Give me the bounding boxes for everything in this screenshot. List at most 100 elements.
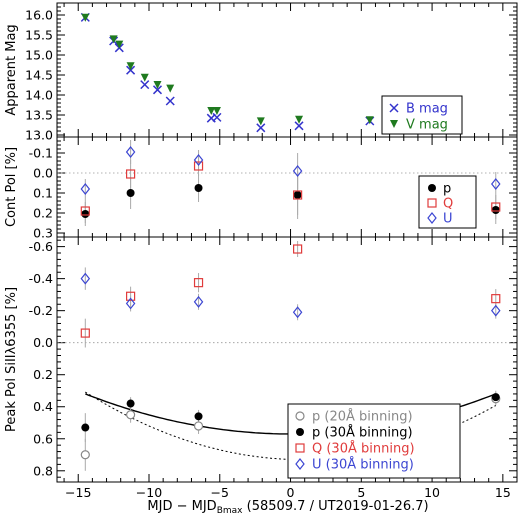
cont-series-1-point [193, 161, 204, 171]
peak-legend-marker [295, 411, 305, 421]
peak-dotted-fit-curve [85, 391, 497, 461]
mag-series-1-point [109, 35, 118, 44]
peak-series-3-point [80, 272, 91, 285]
x-axis-title: MJD − MJDBmax (58509.7 / UT2019-01-26.7) [147, 499, 428, 516]
mag-y-tick-label: 14.0 [25, 88, 53, 103]
x-axis-tick-labels: −15 −10 −5 0 5 10 15 [65, 485, 511, 500]
mag-series-0-point-stroke-b [206, 113, 216, 123]
mag-series-0-point [256, 123, 266, 133]
peak-series-1-point [126, 399, 135, 408]
mag-legend-marker [390, 120, 398, 128]
peak-y-tick-label: 0.2 [33, 367, 53, 382]
cont-series-1-point [80, 206, 90, 216]
cont-legend-marker [428, 184, 436, 192]
mag-series-0-point-stroke-b [294, 121, 304, 131]
cont-series-2-point [125, 146, 136, 158]
peak-legend: p (20Å binning)p (30Å binning)Q (30Å bin… [287, 403, 461, 479]
cont-series-1-point [491, 202, 501, 212]
cont-series-0-point [491, 206, 500, 214]
mag-series-0-point-stroke-b [165, 96, 175, 106]
x-tick-label: −10 [136, 485, 162, 500]
mag-series-1-point [365, 116, 374, 125]
mag-legend-marker [389, 103, 399, 113]
mag-legend-marker-stroke-b [389, 103, 399, 113]
continuum-polarization-panel: -0.1 0.0 0.1 0.2 0.3 Cont Pol [%] pQU [4, 136, 518, 241]
peak-series-2-point [125, 291, 136, 301]
peak-series-3-point [193, 295, 204, 308]
mag-y-tick-label: 15.5 [25, 28, 53, 43]
x-tick-label: −5 [211, 485, 229, 500]
mag-series-1-point [153, 81, 162, 89]
peak-series-2-point [491, 294, 501, 304]
peak-series-3-point [491, 304, 501, 317]
mag-legend-box [381, 95, 463, 135]
cont-legend-marker [427, 212, 437, 224]
cont-series-0-point [293, 191, 302, 199]
cont-series-1-point [125, 169, 136, 179]
cont-series-2-point [193, 154, 204, 166]
cont-legend-marker [427, 198, 437, 208]
peak-series-0-point [126, 410, 136, 420]
mag-series-1-point [295, 115, 304, 124]
mag-series-1-point [81, 13, 90, 22]
peak-series-2-point [193, 278, 204, 288]
peak-legend-label: U (30Å binning) [312, 457, 414, 473]
x-tick-label: 0 [287, 485, 295, 500]
mag-y-tick-label: 15.0 [25, 48, 53, 63]
peak-y-tick-label: 0.8 [33, 463, 53, 478]
peak-series-0-point [193, 421, 204, 431]
mag-series-1-point [212, 107, 221, 115]
peak-polarization-panel: -0.6 -0.4 -0.2 0.0 0.2 0.4 0.6 0.8 Peak Pol SiII… [4, 236, 518, 483]
peak-series-1-point [194, 412, 203, 421]
mag-y-axis-title: Apparent Mag [4, 24, 19, 115]
peak-legend-label: p (20Å binning) [312, 409, 413, 425]
peak-series-2-point [80, 328, 90, 338]
cont-series-0-point [194, 184, 203, 192]
cont-legend-label: U [443, 212, 453, 227]
peak-legend-marker [295, 458, 305, 470]
cont-legend-label: Q [443, 197, 453, 212]
mag-series-1-point [166, 84, 175, 93]
peak-y-tick-label: 0.4 [33, 399, 53, 414]
peak-legend-marker [295, 443, 305, 453]
x-axis-title-part: (58509.7 / UT2019-01-26.7) [242, 499, 428, 514]
mag-series-0-point [294, 121, 304, 131]
peak-y-tick-label: -0.4 [29, 271, 53, 286]
cont-y-tick-label: -0.1 [29, 146, 53, 161]
peak-series-0-point [80, 450, 90, 460]
mag-series-1-point [207, 107, 216, 115]
mag-series-0-point [152, 85, 163, 95]
cont-legend: pQU [418, 175, 477, 229]
mag-legend-label: B mag [406, 102, 448, 117]
peak-y-tick-label: 0.0 [33, 335, 53, 350]
peak-legend-label: Q (30Å binning) [312, 441, 415, 457]
cont-series-0-point [81, 210, 90, 218]
mag-series-0-point-stroke-b [140, 80, 150, 90]
mag-series-0-point-stroke-b [212, 112, 222, 122]
cont-y-tick-label: 0.1 [33, 186, 53, 201]
cont-y-tick-label: 0.2 [33, 206, 53, 221]
cont-y-tick-label: 0.0 [33, 166, 53, 181]
peak-plot-frame [56, 236, 518, 483]
cont-legend-label: p [443, 182, 451, 197]
mag-series-1-point [140, 73, 149, 82]
cont-y-tick-label: 0.3 [33, 226, 53, 241]
peak-legend-label: p (30Å binning) [312, 425, 413, 441]
x-tick-label: 15 [495, 485, 511, 500]
mag-series-1-point [256, 117, 265, 126]
cont-series-0-point [126, 189, 135, 197]
mag-series-0-point-stroke-b [256, 123, 266, 133]
mag-legend-label: V mag [406, 118, 448, 133]
peak-series-1-point [491, 393, 500, 402]
peak-y-tick-label: -0.6 [29, 239, 53, 254]
x-tick-label: 10 [424, 485, 440, 500]
peak-y-axis-title: Peak Pol SiIIλ6355 [%] [4, 287, 19, 432]
peak-series-3-point [292, 306, 303, 319]
mag-y-tick-label: 14.5 [25, 68, 53, 83]
x-axis-title-part: MJD − MJD [147, 499, 216, 514]
peak-y-tick-label: 0.6 [33, 431, 53, 446]
peak-series-2-point [293, 244, 303, 254]
peak-y-tick-label: -0.2 [29, 303, 53, 318]
peak-series-1-point [81, 423, 90, 432]
